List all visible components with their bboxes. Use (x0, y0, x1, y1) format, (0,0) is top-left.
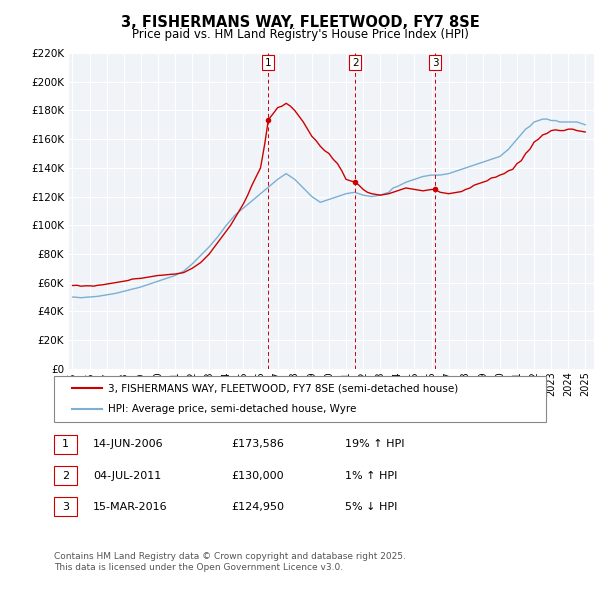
Text: 1: 1 (265, 58, 272, 68)
Text: 04-JUL-2011: 04-JUL-2011 (93, 471, 161, 480)
Text: Price paid vs. HM Land Registry's House Price Index (HPI): Price paid vs. HM Land Registry's House … (131, 28, 469, 41)
Text: £130,000: £130,000 (231, 471, 284, 480)
Text: HPI: Average price, semi-detached house, Wyre: HPI: Average price, semi-detached house,… (108, 404, 356, 414)
Text: 5% ↓ HPI: 5% ↓ HPI (345, 502, 397, 512)
Text: 1: 1 (62, 440, 69, 449)
Text: £124,950: £124,950 (231, 502, 284, 512)
Text: 3: 3 (62, 502, 69, 512)
Text: 2: 2 (62, 471, 69, 480)
Text: 1% ↑ HPI: 1% ↑ HPI (345, 471, 397, 480)
Text: 3, FISHERMANS WAY, FLEETWOOD, FY7 8SE (semi-detached house): 3, FISHERMANS WAY, FLEETWOOD, FY7 8SE (s… (108, 384, 458, 394)
Text: Contains HM Land Registry data © Crown copyright and database right 2025.
This d: Contains HM Land Registry data © Crown c… (54, 552, 406, 572)
Text: 3: 3 (432, 58, 439, 68)
Text: 19% ↑ HPI: 19% ↑ HPI (345, 440, 404, 449)
Text: £173,586: £173,586 (231, 440, 284, 449)
Text: 3, FISHERMANS WAY, FLEETWOOD, FY7 8SE: 3, FISHERMANS WAY, FLEETWOOD, FY7 8SE (121, 15, 479, 30)
Text: 14-JUN-2006: 14-JUN-2006 (93, 440, 164, 449)
Text: 2: 2 (352, 58, 359, 68)
Text: 15-MAR-2016: 15-MAR-2016 (93, 502, 167, 512)
